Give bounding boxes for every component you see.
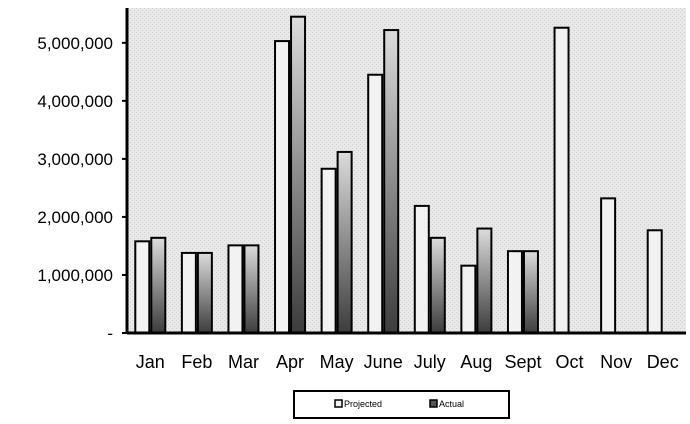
plot-area bbox=[127, 8, 686, 333]
x-tick-label-jan: Jan bbox=[136, 352, 165, 372]
legend-box bbox=[293, 390, 510, 419]
x-tick-label-aug: Aug bbox=[460, 352, 492, 372]
bar-actual-aug bbox=[476, 227, 493, 335]
y-axis-ticks: - 1,000,000 2,000,000 3,000,000 4,000,000 5,0… bbox=[37, 34, 127, 343]
y-tick-label: 5,000,000 bbox=[37, 34, 113, 53]
legend-label-projected: Projected bbox=[344, 399, 382, 409]
x-tick-label-may: May bbox=[320, 352, 354, 372]
x-axis-ticks: Jan Feb Mar Apr May June July Aug Sept Oct Nov Dec bbox=[136, 352, 679, 372]
x-tick-label-oct: Oct bbox=[556, 352, 584, 372]
y-tick-label: 3,000,000 bbox=[37, 150, 113, 169]
bar-actual-feb bbox=[196, 251, 213, 335]
bar-actual-apr bbox=[290, 15, 307, 335]
bar-projected-oct bbox=[553, 26, 570, 334]
bar-actual-june bbox=[383, 29, 400, 335]
bar-projected-sept bbox=[506, 250, 523, 335]
y-tick-label: - bbox=[107, 324, 113, 343]
x-tick-label-mar: Mar bbox=[228, 352, 259, 372]
bar-projected-june bbox=[367, 73, 384, 335]
bar-projected-dec bbox=[646, 229, 663, 334]
y-tick-label: 2,000,000 bbox=[37, 208, 113, 227]
bar-projected-aug bbox=[460, 264, 477, 334]
bar-projected-apr bbox=[274, 40, 291, 335]
legend-swatch-projected bbox=[334, 399, 343, 408]
legend-swatch-actual bbox=[429, 399, 438, 408]
bar-projected-jan bbox=[134, 240, 151, 334]
x-tick-label-july: July bbox=[414, 352, 446, 372]
y-tick-label: 4,000,000 bbox=[37, 92, 113, 111]
x-tick-label-feb: Feb bbox=[181, 352, 212, 372]
bar-projected-nov bbox=[600, 197, 617, 334]
x-tick-label-june: June bbox=[364, 352, 403, 372]
bar-projected-feb bbox=[180, 251, 197, 335]
bar-actual-july bbox=[429, 236, 446, 334]
x-tick-label-nov: Nov bbox=[600, 352, 632, 372]
legend-label-actual: Actual bbox=[439, 399, 464, 409]
bar-actual-jan bbox=[150, 236, 167, 334]
x-tick-label-apr: Apr bbox=[276, 352, 304, 372]
x-tick-label-dec: Dec bbox=[647, 352, 679, 372]
bar-projected-july bbox=[413, 204, 430, 334]
bar-actual-may bbox=[336, 150, 353, 334]
y-tick-label: 1,000,000 bbox=[37, 266, 113, 285]
bar-projected-mar bbox=[227, 244, 244, 334]
x-tick-label-sept: Sept bbox=[504, 352, 541, 372]
bar-projected-may bbox=[320, 167, 337, 334]
bar-actual-mar bbox=[243, 244, 260, 334]
bar-actual-sept bbox=[522, 250, 539, 335]
legend: Projected Actual bbox=[293, 390, 510, 419]
